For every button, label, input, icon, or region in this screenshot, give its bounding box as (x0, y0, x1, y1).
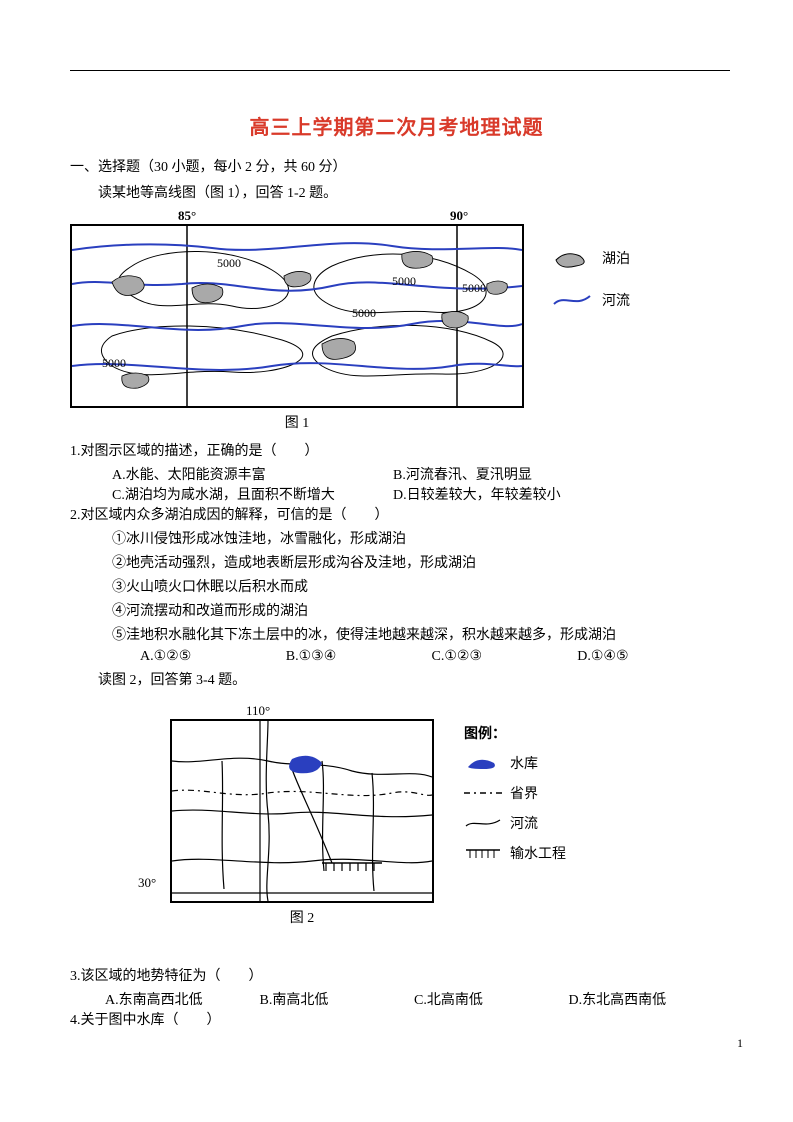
contour-label: 5000 (392, 274, 416, 289)
q3-opts: A.东南高西北低 B.南高北低 C.北高南低 D.东北高西南低 (70, 989, 723, 1009)
fig1-svg (72, 226, 522, 406)
q1-opts-row1: A.水能、太阳能资源丰富 B.河流春汛、夏汛明显 (70, 464, 723, 484)
contour-label: 5000 (462, 281, 486, 296)
q3-opt-b: B.南高北低 (260, 989, 415, 1009)
legend-reservoir: 水库 (464, 753, 566, 773)
q1-opts-row2: C.湖泊均为咸水湖，且面积不断增大 D.日较差较大，年较差较小 (70, 484, 723, 504)
page-number: 1 (737, 1036, 743, 1051)
province-icon (464, 788, 502, 798)
q2-opts: A.①②⑤ B.①③④ C.①②③ D.①④⑤ (70, 648, 723, 665)
fig2-lat-30: 30° (138, 875, 156, 891)
contour-label: 5000 (102, 356, 126, 371)
lake-icon (552, 248, 592, 268)
legend-project: 输水工程 (464, 843, 566, 863)
fig2-caption: 图 2 (170, 907, 434, 927)
legend-province-label: 省界 (510, 783, 538, 803)
q2-sub-4: ④河流摆动和改道而形成的湖泊 (70, 600, 723, 620)
fig2-map-box (170, 719, 434, 903)
fig1-legend: 湖泊 河流 (552, 208, 630, 332)
q2-sub-3: ③火山喷火口休眠以后积水而成 (70, 576, 723, 596)
legend-river-label: 河流 (602, 290, 630, 310)
q2-opt-a: A.①②⑤ (140, 648, 286, 665)
q3-opt-a: A.东南高西北低 (105, 989, 260, 1009)
q1-opt-d: D.日较差较大，年较差较小 (393, 484, 561, 504)
figure-1: 85° 90° 5000 5000 5000 5000 5000 图 1 湖泊 河流 (70, 208, 723, 440)
q2-opt-d: D.①④⑤ (577, 648, 723, 665)
q2-sub-5: ⑤洼地积水融化其下冻土层中的冰，使得洼地越来越深，积水越来越多，形成湖泊 (70, 624, 723, 644)
legend-river2: 河流 (464, 813, 566, 833)
legend-province: 省界 (464, 783, 566, 803)
river2-icon (464, 817, 502, 829)
legend-lake: 湖泊 (552, 248, 630, 268)
fig1-caption: 图 1 (70, 412, 524, 432)
fig2-lon-110: 110° (246, 703, 270, 719)
fig2-svg (172, 721, 432, 901)
q3-stem: 3.该区域的地势特征为（ ） (70, 965, 723, 985)
intro-1: 读某地等高线图（图 1），回答 1-2 题。 (70, 182, 723, 202)
top-rule (70, 70, 730, 71)
legend-river2-label: 河流 (510, 813, 538, 833)
q2-opt-c: C.①②③ (432, 648, 578, 665)
q2-stem: 2.对区域内众多湖泊成因的解释，可信的是（ ） (70, 504, 723, 524)
contour-label: 5000 (352, 306, 376, 321)
q2-sub-1: ①冰川侵蚀形成冰蚀洼地，冰雪融化，形成湖泊 (70, 528, 723, 548)
q3-opt-c: C.北高南低 (414, 989, 569, 1009)
page-title: 高三上学期第二次月考地理试题 (70, 111, 723, 140)
legend-project-label: 输水工程 (510, 843, 566, 863)
q2-sub-2: ②地壳活动强烈，造成地表断层形成沟谷及洼地，形成湖泊 (70, 552, 723, 572)
fig2-legend-title: 图例： (464, 723, 566, 743)
contour-label: 5000 (217, 256, 241, 271)
q4-stem: 4.关于图中水库（ ） (70, 1009, 723, 1029)
intro-2: 读图 2，回答第 3-4 题。 (70, 669, 723, 689)
reservoir-icon (464, 755, 502, 771)
legend-lake-label: 湖泊 (602, 248, 630, 268)
q2-opt-b: B.①③④ (286, 648, 432, 665)
legend-river: 河流 (552, 290, 630, 310)
river-icon (552, 292, 592, 308)
project-icon (464, 846, 502, 860)
section-heading: 一、选择题（30 小题，每小 2 分，共 60 分） (70, 156, 723, 176)
q1-opt-a: A.水能、太阳能资源丰富 (112, 464, 393, 484)
fig1-map-box: 5000 5000 5000 5000 5000 (70, 224, 524, 408)
fig1-lon-85: 85° (178, 208, 196, 224)
figure-2: 110° 30° 图 2 图例： 水库 省界 河流 (170, 703, 723, 935)
q1-opt-c: C.湖泊均为咸水湖，且面积不断增大 (112, 484, 393, 504)
q1-opt-b: B.河流春汛、夏汛明显 (393, 464, 532, 484)
q1-stem: 1.对图示区域的描述，正确的是（ ） (70, 440, 723, 460)
fig2-legend: 图例： 水库 省界 河流 输水工程 (464, 703, 566, 873)
fig1-lon-90: 90° (450, 208, 468, 224)
q3-opt-d: D.东北高西南低 (569, 989, 724, 1009)
legend-reservoir-label: 水库 (510, 753, 538, 773)
